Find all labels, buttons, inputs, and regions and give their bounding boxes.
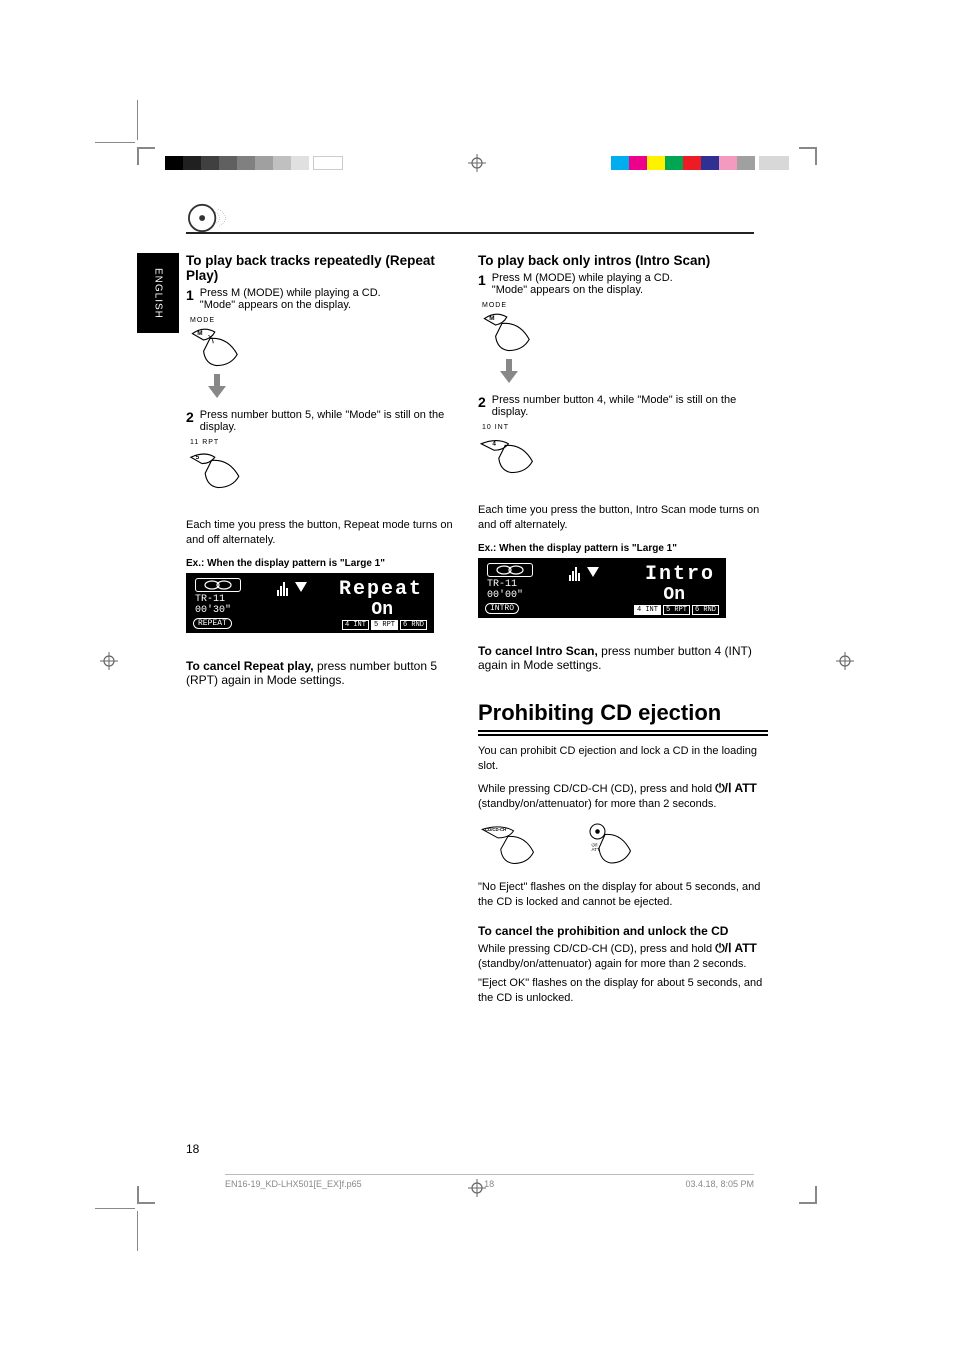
- cd-button-illustration: CD/CD-CH: [478, 821, 542, 874]
- svg-text:M: M: [197, 330, 202, 337]
- svg-text:CD/CD-CH: CD/CD-CH: [485, 827, 506, 832]
- lcd-modebar: 4 INT 5 RPT 6 RND: [634, 605, 719, 615]
- registration-bar-top: [137, 153, 817, 173]
- instruction-text: While pressing CD/CD-CH (CD), press and …: [478, 780, 768, 812]
- svg-text:M: M: [489, 315, 494, 322]
- header-rule: [186, 232, 754, 234]
- cancel-instruction: While pressing CD/CD-CH (CD), press and …: [478, 940, 768, 972]
- lcd-time: 00'30": [195, 605, 231, 616]
- repeat-play-section: To play back tracks repeatedly (Repeat P…: [186, 253, 466, 687]
- lcd-display-repeat: Repeat On TR-11 00'30" REPEAT 4 INT 5 RP…: [186, 573, 434, 633]
- svg-text:5: 5: [196, 454, 200, 461]
- step-number: 1: [186, 287, 194, 311]
- arrow-down-icon: [208, 374, 226, 398]
- press-button-icon: CD/CD-CH: [478, 821, 542, 869]
- intro-text: You can prohibit CD ejection and lock a …: [478, 744, 768, 774]
- prohibit-ejection-section: Prohibiting CD ejection You can prohibit…: [478, 700, 768, 1005]
- eq-icon: [277, 580, 289, 596]
- step-text: Press number button 4, while "Mode" is s…: [492, 394, 768, 418]
- crop-mark: [95, 1208, 135, 1209]
- section-heading: Prohibiting CD ejection: [478, 700, 768, 726]
- lcd-mode-text: Repeat: [339, 578, 423, 601]
- lcd-display-intro: Intro On TR-11 00'00" INTRO 4 INT 5 RPT …: [478, 558, 726, 618]
- crop-corner: [137, 147, 155, 165]
- result-text: "No Eject" flashes on the display for ab…: [478, 880, 768, 910]
- manual-page: ENGLISH To play back tracks repeatedly (…: [0, 0, 954, 1351]
- press-button-icon: M: [478, 309, 542, 357]
- lcd-badge: INTRO: [485, 603, 519, 614]
- press-button-icon: 5: [186, 446, 250, 494]
- play-triangle-icon: [295, 582, 307, 592]
- registration-target-icon: [836, 652, 854, 670]
- power-icon: ⏻/Ⅰ: [715, 941, 731, 955]
- language-tab: ENGLISH: [137, 253, 179, 333]
- disc-icon: [487, 563, 533, 577]
- eq-icon: [569, 565, 581, 581]
- lcd-modebar: 4 INT 5 RPT 6 RND: [342, 620, 427, 630]
- crop-mark: [137, 1211, 138, 1251]
- lcd-on-text: On: [663, 585, 685, 605]
- footer-rule: [225, 1174, 754, 1175]
- heading-rule: [478, 730, 768, 736]
- page-number: 18: [186, 1142, 199, 1156]
- step-number: 2: [478, 394, 486, 418]
- cd-icon: [186, 200, 230, 236]
- cancel-heading: To cancel Repeat play, press number butt…: [186, 659, 466, 687]
- two-button-illustration: CD/CD-CH ⏻/Ⅰ ATT: [478, 821, 768, 874]
- lcd-track: TR-11: [487, 579, 517, 590]
- button-illustration: 11 RPT 5: [186, 439, 466, 494]
- step-number: 1: [478, 272, 486, 296]
- section-heading: To play back only intros (Intro Scan): [478, 253, 768, 268]
- step-text: Press M (MODE) while playing a CD. "Mode…: [492, 272, 673, 296]
- registration-target-icon: [468, 1179, 486, 1197]
- press-button-icon: ⏻/Ⅰ ATT: [582, 821, 646, 869]
- press-button-icon: M: [186, 324, 250, 372]
- example-label: Ex.: When the display pattern is "Large …: [186, 558, 466, 569]
- example-label: Ex.: When the display pattern is "Large …: [478, 543, 768, 554]
- disc-icon: [195, 578, 241, 592]
- button-illustration: MODE M: [186, 317, 466, 372]
- arrow-down-icon: [500, 359, 518, 383]
- power-icon: ⏻/Ⅰ: [715, 781, 731, 795]
- crop-corner: [799, 1186, 817, 1204]
- play-triangle-icon: [587, 567, 599, 577]
- att-button-illustration: ⏻/Ⅰ ATT: [582, 821, 646, 874]
- explain-text: Each time you press the button, Intro Sc…: [478, 503, 768, 533]
- registration-bar-bottom: [137, 1178, 817, 1198]
- power-att-label: ⏻/Ⅰ ATT: [715, 781, 757, 795]
- registration-target-icon: [468, 154, 486, 172]
- press-button-icon: 4: [478, 431, 542, 479]
- lcd-mode-text: Intro: [645, 563, 715, 586]
- section-heading: To play back tracks repeatedly (Repeat P…: [186, 253, 466, 283]
- cancel-heading: To cancel Intro Scan, press number butto…: [478, 644, 768, 672]
- lcd-time: 00'00": [487, 590, 523, 601]
- registration-target-icon: [100, 652, 118, 670]
- power-att-label: ⏻/Ⅰ ATT: [715, 941, 757, 955]
- crop-mark: [95, 142, 135, 143]
- lcd-badge: REPEAT: [193, 618, 232, 629]
- crop-corner: [137, 1186, 155, 1204]
- explain-text: Each time you press the button, Repeat m…: [186, 518, 466, 548]
- grayscale-swatches: [165, 156, 343, 170]
- step-text: Press M (MODE) while playing a CD. "Mode…: [200, 287, 381, 311]
- intro-scan-section: To play back only intros (Intro Scan) 1 …: [478, 253, 768, 672]
- cancel-result: "Eject OK" flashes on the display for ab…: [478, 976, 768, 1006]
- step-text: Press number button 5, while "Mode" is s…: [200, 409, 466, 433]
- color-swatches: [611, 156, 789, 170]
- svg-text:4: 4: [492, 440, 496, 447]
- lcd-on-text: On: [371, 600, 393, 620]
- crop-corner: [799, 147, 817, 165]
- step-number: 2: [186, 409, 194, 433]
- cancel-heading: To cancel the prohibition and unlock the…: [478, 924, 768, 938]
- page-header: [186, 200, 768, 236]
- crop-mark: [137, 100, 138, 140]
- button-illustration: MODE M: [478, 302, 768, 357]
- button-illustration: 10 INT 4: [478, 424, 768, 479]
- lcd-track: TR-11: [195, 594, 225, 605]
